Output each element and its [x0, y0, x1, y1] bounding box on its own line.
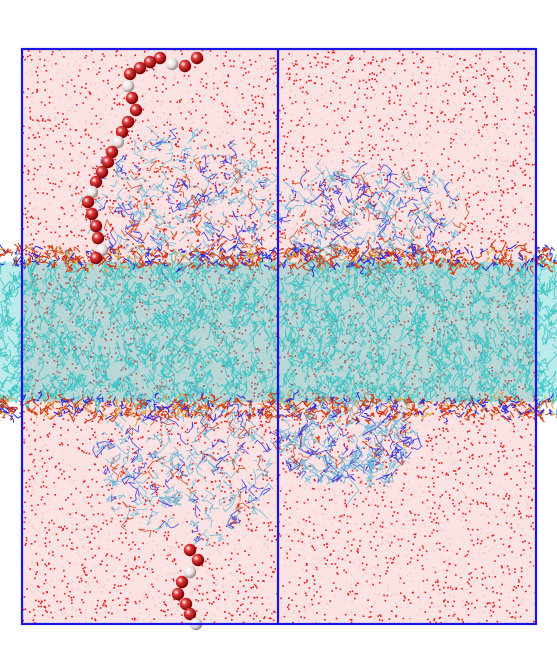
bead-chain-bottom — [171, 543, 205, 631]
protein-cloud — [78, 126, 470, 547]
periodic-box — [20, 47, 538, 626]
bead-chain-top — [81, 51, 204, 265]
